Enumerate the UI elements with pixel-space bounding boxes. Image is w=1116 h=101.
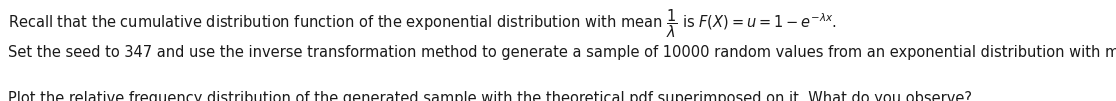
Text: Recall that the cumulative distribution function of the exponential distribution: Recall that the cumulative distribution … <box>8 7 837 40</box>
Text: Set the seed to 347 and use the inverse transformation method to generate a samp: Set the seed to 347 and use the inverse … <box>8 45 1116 60</box>
Text: Plot the relative frequency distribution of the generated sample with the theore: Plot the relative frequency distribution… <box>8 91 972 101</box>
